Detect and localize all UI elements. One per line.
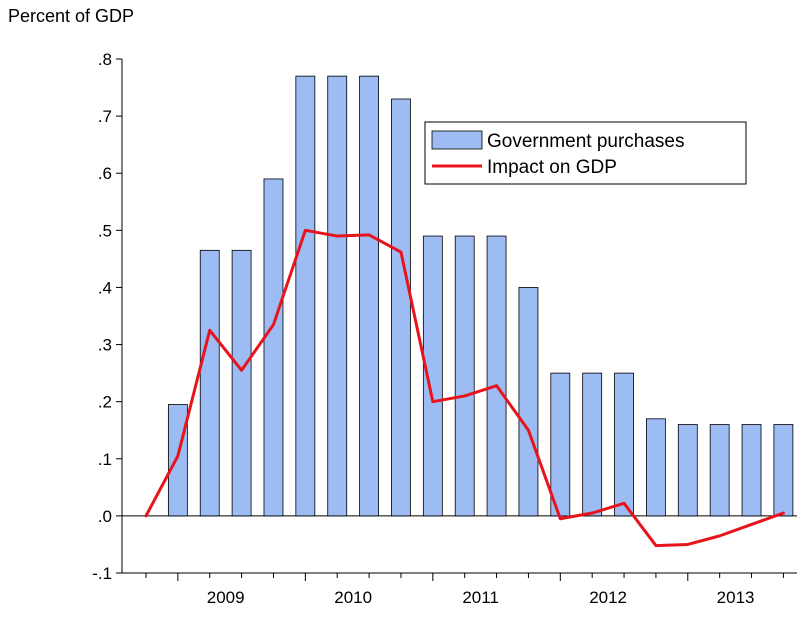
bar-government-purchases xyxy=(614,372,634,517)
x-tick-label-year: 2011 xyxy=(462,588,499,607)
bar-government-purchases xyxy=(359,75,379,517)
bar-government-purchases xyxy=(422,235,443,517)
y-axis-title: Percent of GDP xyxy=(8,6,135,26)
y-tick-label: .3 xyxy=(98,336,112,355)
bar-government-purchases xyxy=(167,404,188,517)
bar-government-purchases xyxy=(263,178,284,517)
bar-government-purchases xyxy=(486,235,507,517)
x-tick-label-year: 2013 xyxy=(717,588,755,607)
y-tick-label: .7 xyxy=(98,107,112,126)
bar-government-purchases xyxy=(709,424,730,517)
line-impact-on-gdp xyxy=(144,228,785,548)
bar-government-purchases xyxy=(550,372,571,517)
y-tick-label: .1 xyxy=(98,450,112,469)
bar-government-purchases xyxy=(646,418,666,517)
legend-label-government-purchases: Government purchases xyxy=(487,131,685,152)
bar-government-purchases xyxy=(231,249,252,517)
bar-government-purchases xyxy=(327,75,348,517)
x-tick-label-year: 2012 xyxy=(589,588,627,607)
legend-swatch-government-purchases xyxy=(431,130,483,150)
legend-label-impact-on-gdp: Impact on GDP xyxy=(487,157,617,178)
y-tick-label: -.1 xyxy=(92,564,112,583)
y-tick-label: .8 xyxy=(98,50,112,69)
bar-government-purchases xyxy=(391,98,411,517)
bar-government-purchases xyxy=(773,424,794,517)
y-tick-label: .2 xyxy=(98,393,112,412)
bar-government-purchases xyxy=(677,424,698,517)
bar-government-purchases xyxy=(741,424,762,517)
y-tick-label: .4 xyxy=(98,278,112,297)
bar-government-purchases xyxy=(454,235,475,517)
bar-government-purchases xyxy=(518,287,539,517)
x-tick-label-year: 2009 xyxy=(207,588,245,607)
bar-government-purchases xyxy=(582,372,603,517)
bar-government-purchases xyxy=(295,75,316,517)
y-tick-label: .0 xyxy=(98,507,112,526)
bar-government-purchases xyxy=(199,249,220,517)
y-tick-label: .6 xyxy=(98,164,112,183)
x-tick-label-year: 2010 xyxy=(334,588,372,607)
y-tick-label: .5 xyxy=(98,221,112,240)
